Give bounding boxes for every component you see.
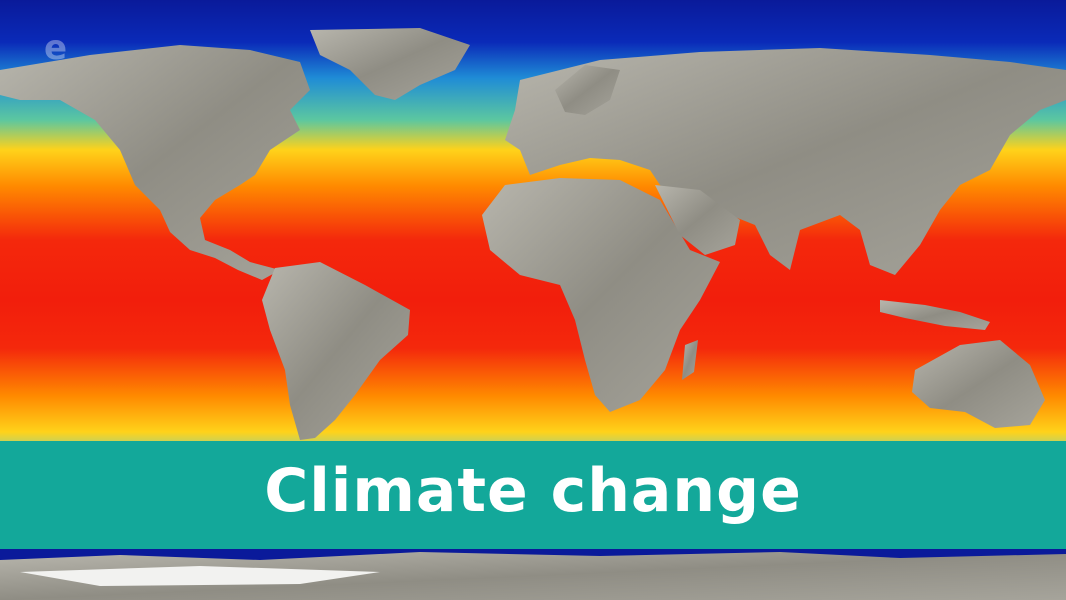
north-america-landmass [0, 45, 310, 280]
australia-landmass [912, 340, 1045, 428]
africa-landmass [482, 178, 720, 412]
south-america-landmass [262, 262, 410, 440]
scandinavia-landmass [555, 65, 620, 115]
arabia-landmass [655, 185, 740, 255]
antarctica-landmass [0, 552, 1066, 600]
title-banner: Climate change [0, 441, 1066, 549]
esa-logo: e [44, 28, 67, 68]
greenland-landmass [310, 28, 470, 100]
madagascar-landmass [682, 340, 698, 380]
indonesia-islands [880, 300, 990, 330]
banner-title: Climate change [264, 456, 802, 526]
eurasia-landmass [505, 48, 1066, 275]
antarctica-ice [20, 566, 380, 586]
